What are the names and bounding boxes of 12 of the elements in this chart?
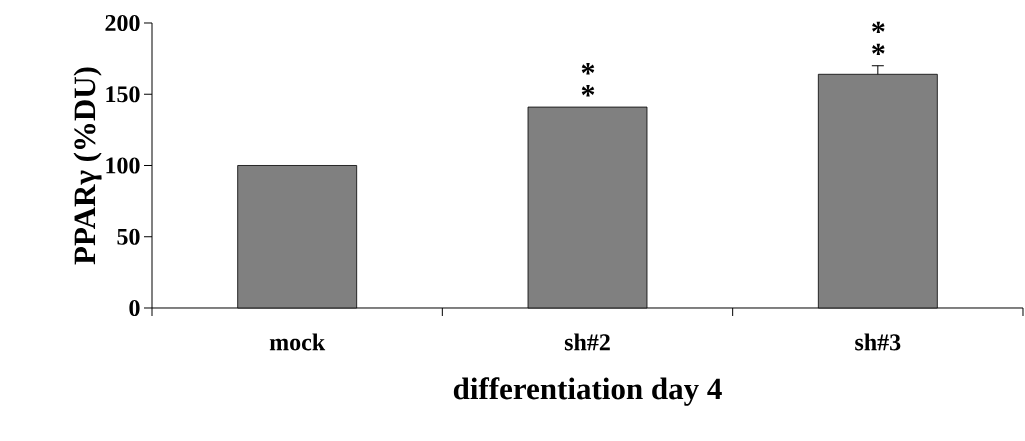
x-axis-title: differentiation day 4 [453, 377, 722, 406]
x-tick-label: sh#3 [855, 333, 901, 351]
y-tick-label: 100 [106, 157, 140, 174]
y-tick-label: 200 [105, 14, 140, 32]
annotation: * * [872, 21, 885, 56]
y-tick-label: 50 [117, 228, 140, 245]
y-axis-title: PPARγ (%DU) [73, 67, 102, 265]
annotation: * * [581, 63, 595, 97]
x-tick-label: sh#2 [564, 333, 610, 351]
x-tick-label: mock [269, 333, 326, 351]
y-tick-label: 150 [106, 86, 140, 103]
y-tick-label: 0 [129, 299, 140, 317]
